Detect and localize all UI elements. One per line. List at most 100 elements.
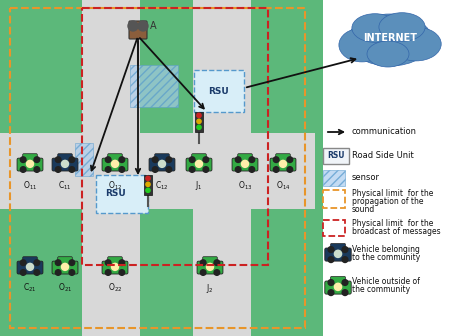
Text: O$_{11}$: O$_{11}$ [23, 179, 37, 192]
Text: Vehicle belonging: Vehicle belonging [352, 245, 420, 253]
Circle shape [241, 160, 248, 167]
FancyBboxPatch shape [155, 154, 169, 161]
Circle shape [334, 283, 342, 290]
Circle shape [189, 167, 195, 172]
Bar [323, 148, 349, 164]
Circle shape [328, 290, 334, 295]
Circle shape [197, 125, 201, 129]
Circle shape [334, 250, 342, 257]
Text: A: A [150, 21, 156, 31]
Text: C$_{12}$: C$_{12}$ [155, 179, 169, 192]
Circle shape [342, 280, 348, 285]
Bar [0, 0, 82, 133]
Circle shape [27, 263, 34, 270]
Circle shape [287, 157, 292, 163]
Text: RSU: RSU [209, 86, 229, 95]
Bar [82, 0, 140, 336]
Circle shape [189, 157, 195, 163]
Text: sound: sound [352, 206, 375, 214]
Circle shape [20, 157, 26, 163]
Circle shape [119, 270, 125, 275]
Circle shape [20, 260, 26, 265]
FancyBboxPatch shape [102, 158, 128, 171]
Circle shape [214, 260, 219, 265]
Circle shape [197, 113, 201, 118]
FancyBboxPatch shape [23, 257, 37, 264]
Circle shape [55, 167, 61, 172]
Bar [323, 220, 345, 236]
Bar [251, 209, 315, 336]
FancyBboxPatch shape [270, 158, 296, 171]
Bar [0, 0, 315, 336]
Circle shape [146, 176, 150, 180]
Text: Physical limit  for the: Physical limit for the [352, 219, 433, 228]
Text: RSU: RSU [327, 152, 345, 161]
Bar [193, 0, 251, 336]
Circle shape [69, 260, 75, 265]
Text: communication: communication [352, 127, 417, 136]
Circle shape [203, 167, 209, 172]
Text: O$_{14}$: O$_{14}$ [276, 179, 290, 192]
Bar [130, 65, 178, 107]
Circle shape [105, 260, 111, 265]
Circle shape [111, 263, 118, 270]
Text: J$_1$: J$_1$ [195, 179, 203, 192]
Circle shape [34, 167, 40, 172]
Ellipse shape [348, 14, 432, 66]
FancyBboxPatch shape [17, 261, 43, 274]
Circle shape [235, 157, 241, 163]
Circle shape [328, 247, 334, 252]
Circle shape [34, 270, 40, 275]
Circle shape [287, 167, 292, 172]
Text: to the community: to the community [352, 252, 420, 261]
FancyBboxPatch shape [108, 257, 122, 264]
FancyBboxPatch shape [108, 154, 122, 161]
Circle shape [69, 270, 75, 275]
Circle shape [328, 257, 334, 262]
FancyBboxPatch shape [149, 158, 175, 171]
FancyBboxPatch shape [129, 21, 147, 39]
Circle shape [201, 260, 206, 265]
Text: O$_{13}$: O$_{13}$ [238, 179, 252, 192]
Circle shape [119, 167, 125, 172]
Ellipse shape [367, 41, 409, 67]
Circle shape [55, 260, 61, 265]
Circle shape [146, 188, 150, 193]
Bar [0, 209, 82, 336]
Circle shape [197, 119, 201, 123]
Circle shape [27, 160, 34, 167]
Text: C$_{21}$: C$_{21}$ [23, 282, 37, 294]
Circle shape [111, 160, 118, 167]
Text: J$_2$: J$_2$ [206, 282, 214, 295]
Circle shape [146, 182, 150, 186]
FancyBboxPatch shape [203, 257, 217, 264]
Circle shape [69, 157, 75, 163]
Circle shape [119, 157, 125, 163]
Circle shape [273, 167, 279, 172]
Circle shape [20, 270, 26, 275]
Bar [10, 8, 305, 328]
Circle shape [166, 157, 172, 163]
Bar [0, 133, 315, 209]
FancyBboxPatch shape [330, 277, 346, 284]
Bar [251, 0, 315, 133]
Circle shape [69, 167, 75, 172]
FancyBboxPatch shape [58, 154, 73, 161]
FancyBboxPatch shape [17, 158, 43, 171]
FancyBboxPatch shape [58, 257, 73, 264]
Ellipse shape [379, 13, 425, 41]
FancyBboxPatch shape [197, 261, 223, 274]
Circle shape [166, 167, 172, 172]
FancyBboxPatch shape [194, 70, 244, 112]
Circle shape [158, 160, 165, 167]
Circle shape [105, 167, 111, 172]
FancyBboxPatch shape [186, 158, 212, 171]
FancyBboxPatch shape [237, 154, 252, 161]
Circle shape [34, 157, 40, 163]
Bar [140, 209, 193, 336]
Bar [144, 175, 152, 196]
Circle shape [62, 160, 69, 167]
Circle shape [342, 290, 348, 295]
Ellipse shape [352, 14, 398, 42]
Circle shape [207, 263, 213, 270]
